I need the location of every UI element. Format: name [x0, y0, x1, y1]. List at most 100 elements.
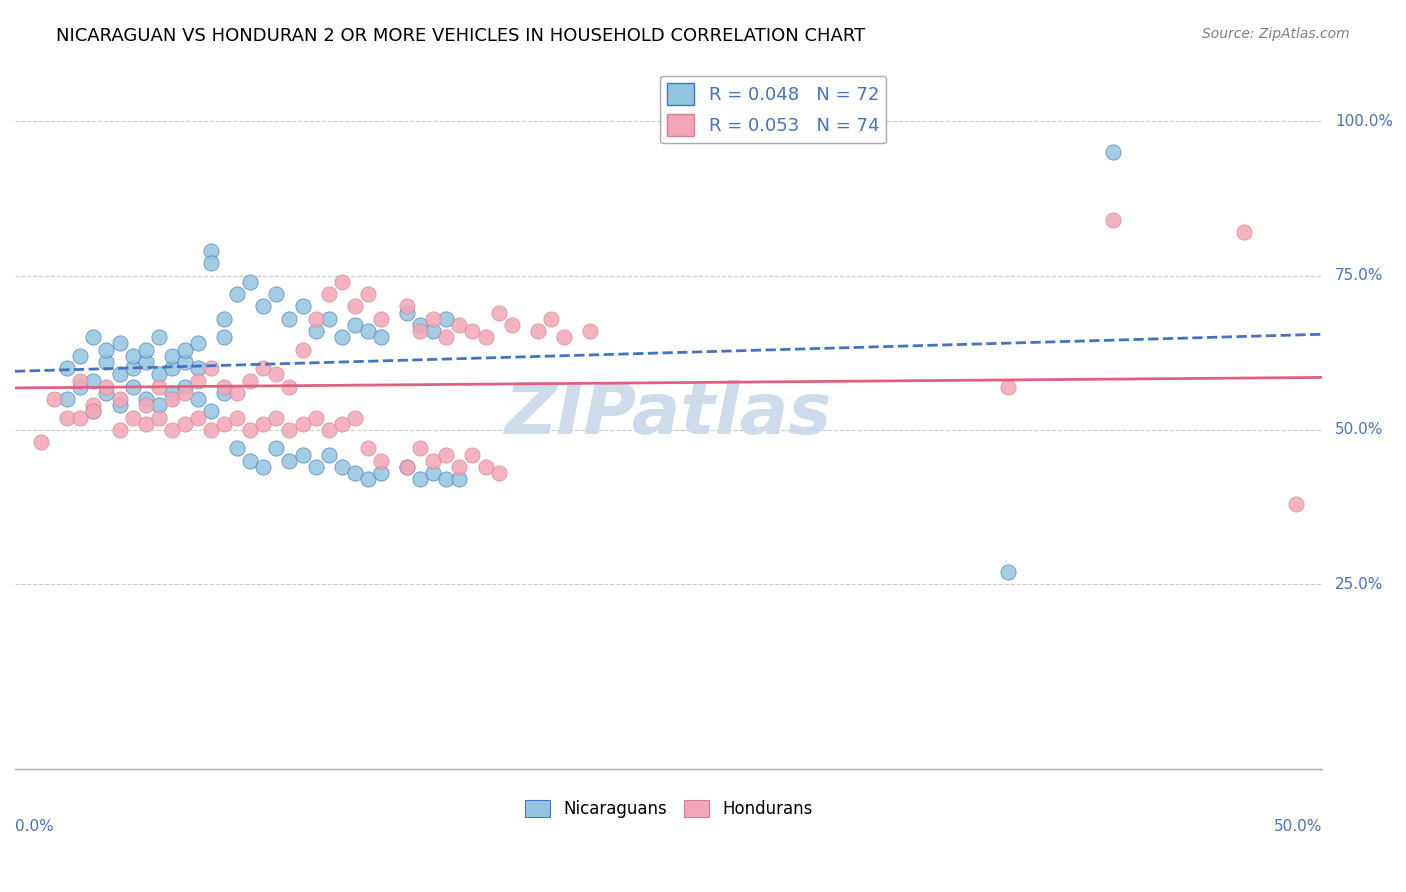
Point: [474, 330, 496, 344]
Point: [200, 361, 222, 376]
Point: [997, 565, 1019, 579]
Point: [266, 368, 288, 382]
Point: [357, 287, 380, 301]
Point: [200, 244, 222, 258]
Point: [96, 385, 118, 400]
Point: [278, 380, 301, 394]
Text: Source: ZipAtlas.com: Source: ZipAtlas.com: [1202, 27, 1350, 41]
Point: [266, 410, 288, 425]
Point: [449, 472, 471, 486]
Point: [370, 311, 392, 326]
Point: [461, 324, 484, 338]
Point: [396, 459, 419, 474]
Point: [434, 330, 457, 344]
Point: [239, 275, 262, 289]
Point: [488, 466, 510, 480]
Point: [148, 410, 170, 425]
Point: [357, 324, 380, 338]
Point: [304, 311, 326, 326]
Point: [108, 336, 131, 351]
Point: [449, 318, 471, 332]
Point: [488, 305, 510, 319]
Point: [461, 448, 484, 462]
Point: [174, 417, 197, 431]
Point: [278, 311, 301, 326]
Point: [501, 318, 523, 332]
Point: [266, 442, 288, 456]
Point: [135, 417, 157, 431]
Point: [579, 324, 602, 338]
Point: [343, 410, 366, 425]
Point: [422, 324, 444, 338]
Point: [1102, 145, 1125, 160]
Point: [108, 398, 131, 412]
Point: [343, 466, 366, 480]
Point: [148, 380, 170, 394]
Point: [187, 410, 209, 425]
Point: [135, 343, 157, 357]
Point: [370, 330, 392, 344]
Point: [135, 392, 157, 406]
Point: [330, 275, 353, 289]
Point: [343, 318, 366, 332]
Point: [449, 459, 471, 474]
Point: [44, 392, 66, 406]
Point: [69, 380, 91, 394]
Point: [252, 300, 274, 314]
Point: [121, 349, 143, 363]
Point: [422, 311, 444, 326]
Point: [160, 385, 183, 400]
Point: [174, 355, 197, 369]
Point: [69, 410, 91, 425]
Point: [108, 368, 131, 382]
Point: [121, 410, 143, 425]
Point: [540, 311, 562, 326]
Point: [370, 454, 392, 468]
Point: [278, 423, 301, 437]
Point: [174, 343, 197, 357]
Point: [135, 355, 157, 369]
Point: [200, 256, 222, 270]
Point: [187, 361, 209, 376]
Point: [82, 398, 104, 412]
Point: [226, 385, 249, 400]
Point: [318, 311, 340, 326]
Point: [96, 343, 118, 357]
Point: [997, 380, 1019, 394]
Point: [187, 392, 209, 406]
Point: [318, 448, 340, 462]
Point: [291, 300, 314, 314]
Point: [69, 349, 91, 363]
Point: [160, 361, 183, 376]
Point: [409, 442, 432, 456]
Text: NICARAGUAN VS HONDURAN 2 OR MORE VEHICLES IN HOUSEHOLD CORRELATION CHART: NICARAGUAN VS HONDURAN 2 OR MORE VEHICLE…: [56, 27, 866, 45]
Point: [96, 355, 118, 369]
Point: [252, 417, 274, 431]
Point: [135, 398, 157, 412]
Point: [239, 454, 262, 468]
Text: 25.0%: 25.0%: [1336, 576, 1384, 591]
Text: 50.0%: 50.0%: [1336, 423, 1384, 437]
Point: [82, 330, 104, 344]
Point: [434, 448, 457, 462]
Point: [291, 343, 314, 357]
Point: [252, 361, 274, 376]
Point: [318, 287, 340, 301]
Point: [174, 380, 197, 394]
Point: [409, 324, 432, 338]
Point: [226, 410, 249, 425]
Point: [148, 330, 170, 344]
Point: [108, 392, 131, 406]
Point: [330, 330, 353, 344]
Text: 100.0%: 100.0%: [1336, 114, 1393, 128]
Point: [252, 459, 274, 474]
Text: 0.0%: 0.0%: [15, 819, 53, 834]
Point: [108, 423, 131, 437]
Point: [96, 380, 118, 394]
Point: [396, 300, 419, 314]
Point: [527, 324, 550, 338]
Point: [187, 374, 209, 388]
Point: [474, 459, 496, 474]
Point: [396, 305, 419, 319]
Point: [422, 454, 444, 468]
